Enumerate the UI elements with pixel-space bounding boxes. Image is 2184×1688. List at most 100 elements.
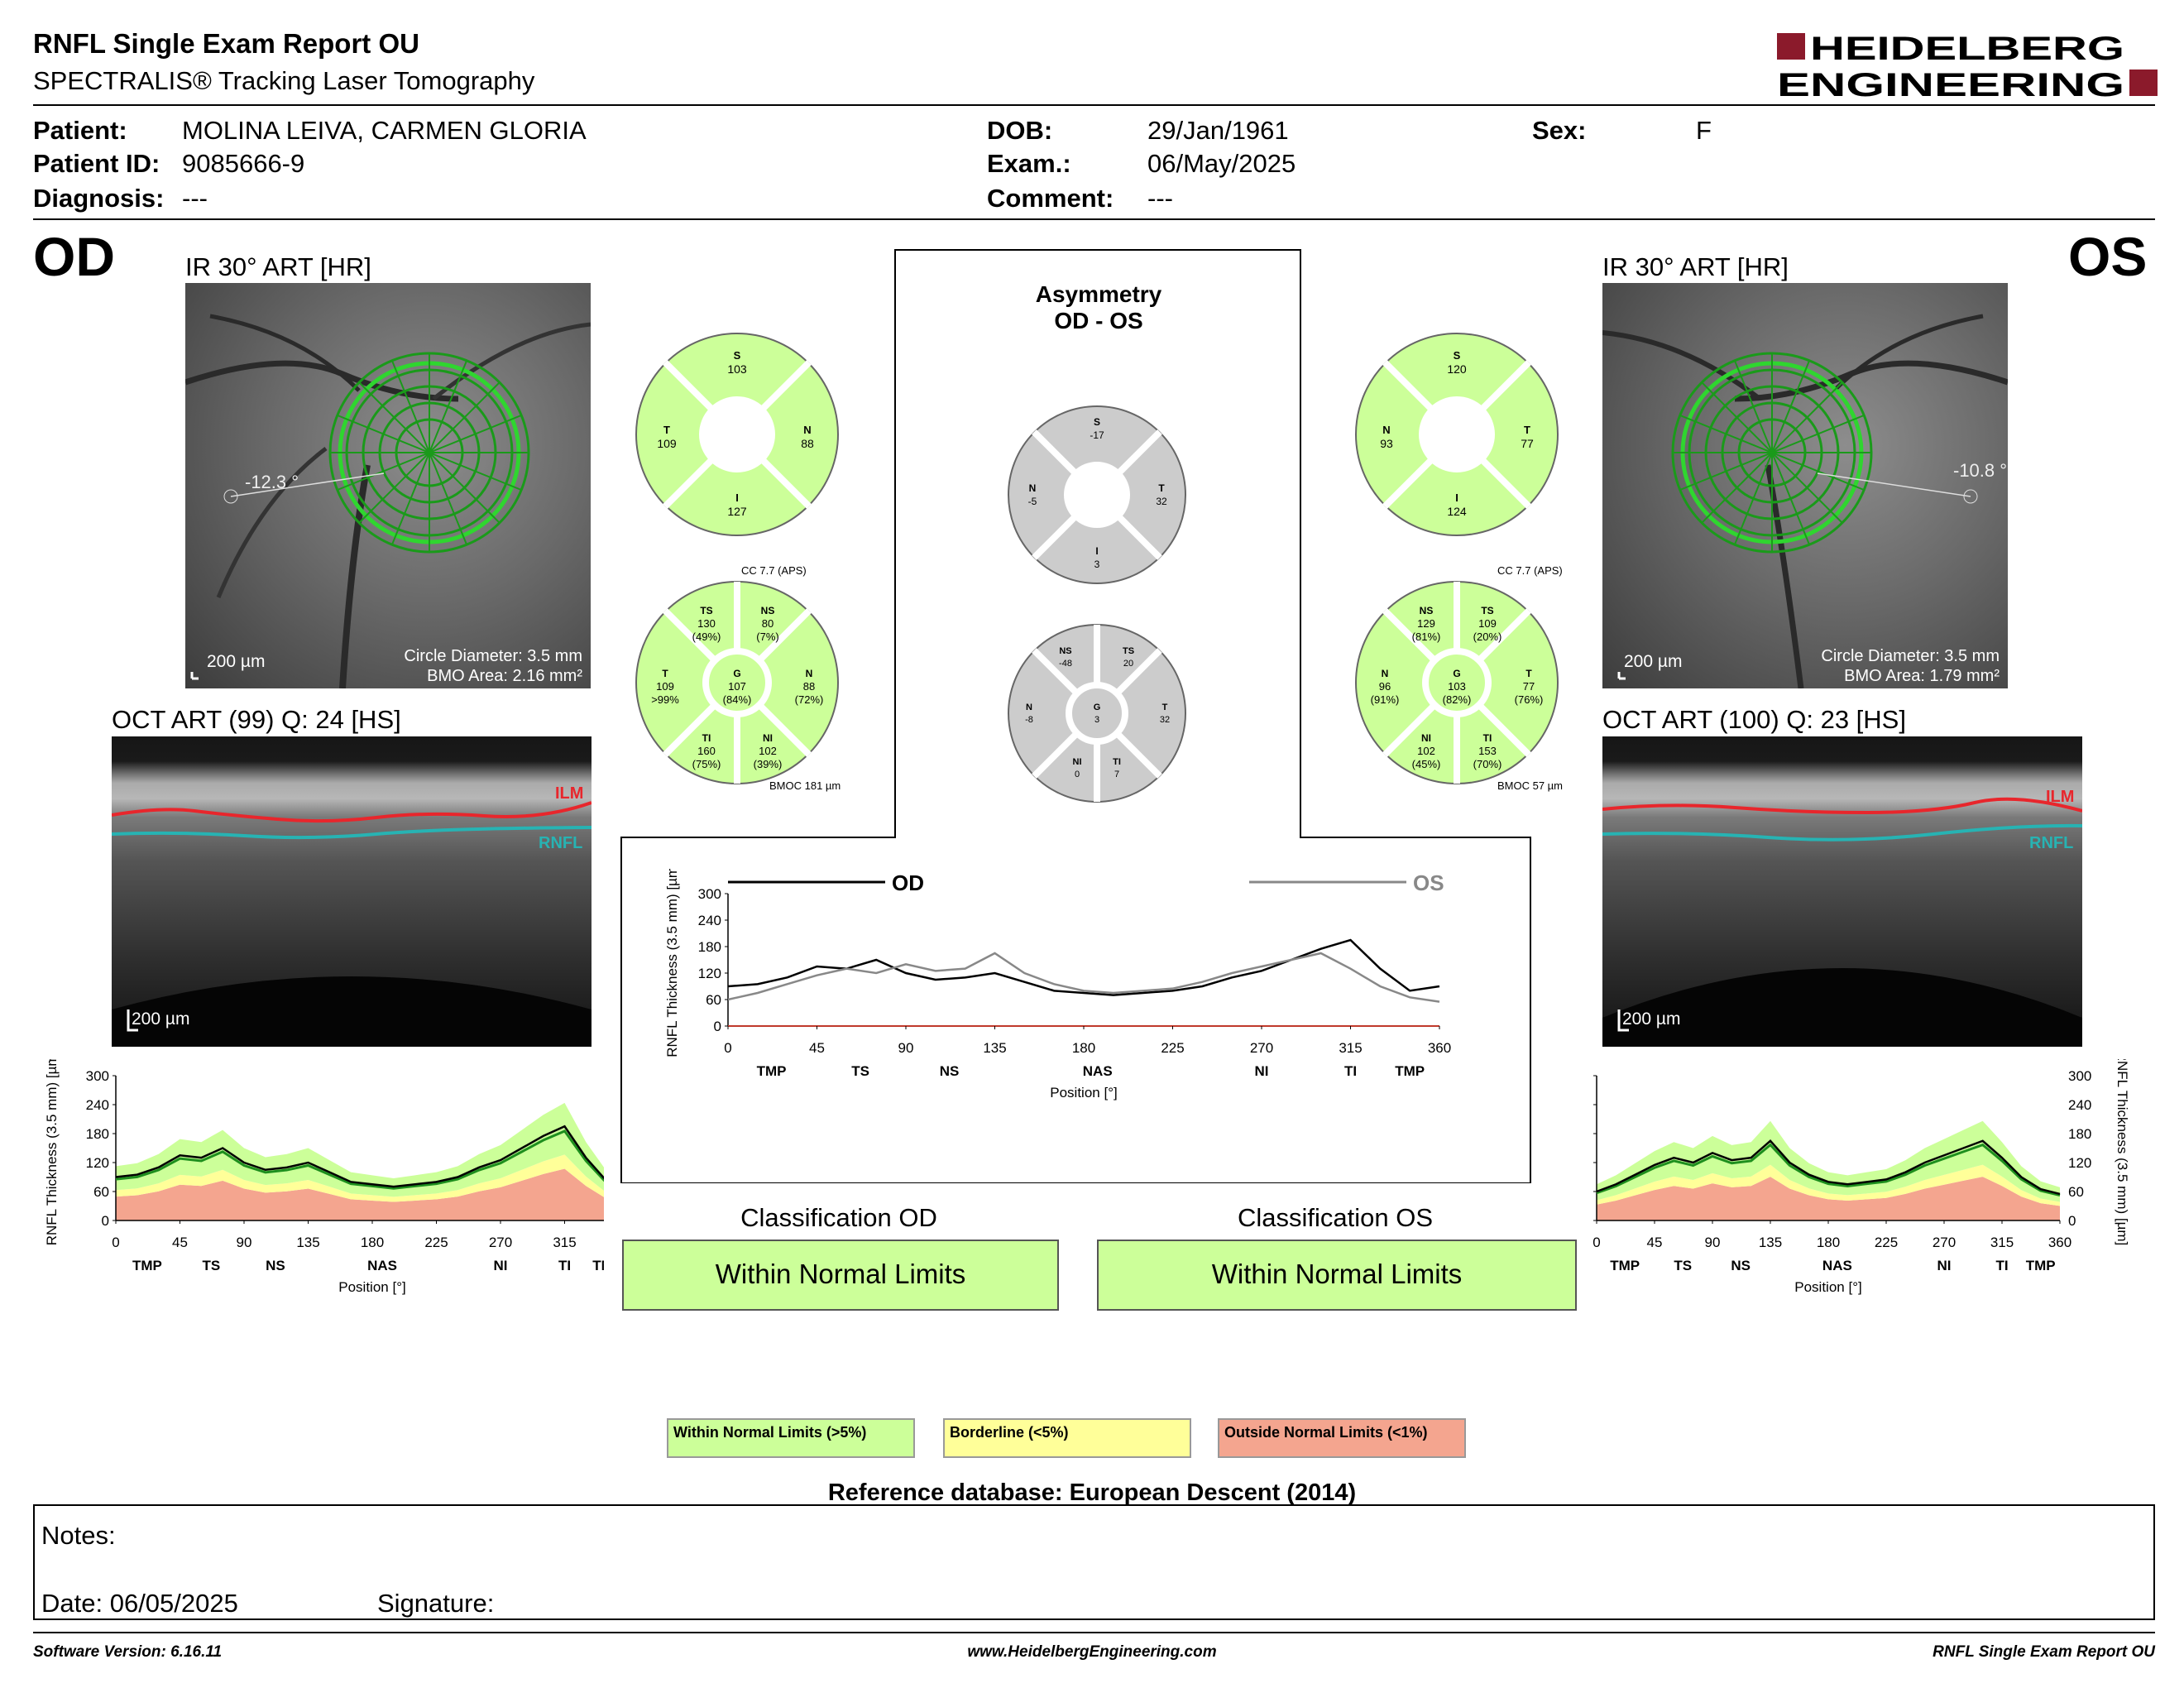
od-angle: -12.3 ° xyxy=(245,472,299,492)
svg-text:TS: TS xyxy=(1123,646,1134,656)
svg-text:TI: TI xyxy=(1113,757,1121,767)
reference-database: Reference database: European Descent (20… xyxy=(827,1479,1357,1506)
asym-s-value: -17 xyxy=(1090,429,1104,441)
sector-label: TMP xyxy=(132,1258,162,1273)
x-tick-label: 360 xyxy=(1428,1040,1451,1056)
x-tick-label: 225 xyxy=(1875,1235,1898,1250)
sector-label: NS xyxy=(1731,1258,1751,1273)
sector-label: TS xyxy=(1674,1258,1692,1273)
os-sectors-key-TI: TI xyxy=(1483,732,1492,744)
os-sectors-value-TS: 109 xyxy=(1478,617,1497,630)
svg-text:N: N xyxy=(1026,703,1032,712)
os-sectors-pct-T: (76%) xyxy=(1515,693,1544,706)
asym-ns-value: -48 xyxy=(1059,659,1072,669)
od-n-value: 88 xyxy=(801,437,814,450)
os-oct-title: OCT ART (100) Q: 23 [HS] xyxy=(1602,705,1906,734)
od-oct-scale: 200 µm xyxy=(132,1009,190,1029)
x-tick-label: 135 xyxy=(1759,1235,1782,1250)
os-sectors-key-G: G xyxy=(1453,668,1460,679)
x-tick-label: 90 xyxy=(1705,1235,1721,1250)
od-sectors-pct-NI: (39%) xyxy=(754,758,783,770)
os-sectors-pct-NI: (45%) xyxy=(1412,758,1441,770)
os-eye-label: OS xyxy=(2068,226,2148,287)
os-s-value: 120 xyxy=(1447,362,1467,376)
svg-text:G: G xyxy=(1094,703,1101,712)
od-fundus-scale: 200 µm xyxy=(207,652,266,671)
os-n-value: 93 xyxy=(1380,437,1393,450)
x-axis-label: Position [°] xyxy=(1794,1279,1861,1295)
os-sectors-value-NS: 129 xyxy=(1417,617,1435,630)
asymmetry-title: Asymmetry OD - OS xyxy=(900,281,1297,334)
od-sectors-key-T: T xyxy=(662,668,668,679)
y-axis-label: RNFL Thickness (3.5 mm) [µm] xyxy=(2115,1059,2130,1245)
y-tick-label: 180 xyxy=(86,1126,109,1142)
od-sectors-key-NI: NI xyxy=(763,732,773,744)
asym-ts-value: 20 xyxy=(1123,659,1133,669)
asym-t-value: 32 xyxy=(1156,496,1167,507)
os-oct-scale: 200 µm xyxy=(1622,1009,1681,1029)
y-tick-label: 0 xyxy=(714,1019,721,1034)
od-t-value: 109 xyxy=(657,437,677,450)
svg-text:I: I xyxy=(1455,492,1458,504)
patient-id: 9085666-9 xyxy=(182,149,305,178)
x-tick-label: 180 xyxy=(361,1235,384,1250)
od-sectors-value-NI: 102 xyxy=(759,745,777,757)
svg-text:I: I xyxy=(1095,545,1098,557)
y-tick-label: 120 xyxy=(698,966,721,981)
y-tick-label: 120 xyxy=(2068,1155,2091,1171)
y-tick-label: 60 xyxy=(93,1184,109,1200)
date-label: Date: 06/05/2025 xyxy=(41,1589,238,1618)
os-ilm-label: ILM xyxy=(2046,788,2075,806)
asymmetry-title-1: Asymmetry xyxy=(1035,281,1162,307)
y-tick-label: 240 xyxy=(2068,1097,2091,1113)
classification-od: Within Normal Limits xyxy=(622,1240,1059,1311)
x-tick-label: 45 xyxy=(809,1040,825,1056)
os-cc: CC 7.7 (APS) xyxy=(1497,564,1563,577)
svg-text:S: S xyxy=(1454,349,1461,362)
normative-mean-line xyxy=(1596,1143,2061,1196)
svg-text:NI: NI xyxy=(1073,757,1082,767)
software-version: Software Version: 6.16.11 xyxy=(33,1643,223,1661)
onl-band xyxy=(1597,1177,2060,1220)
od-ir-title: IR 30° ART [HR] xyxy=(185,252,371,281)
os-circle-diameter: Circle Diameter: 3.5 mm xyxy=(1821,647,2000,665)
svg-text:N: N xyxy=(1029,482,1037,494)
y-tick-label: 300 xyxy=(86,1068,109,1084)
signature-label: Signature: xyxy=(377,1589,495,1618)
asym-quadrant-diagram: S -17 N -5 T 32 I 3 xyxy=(1008,405,1186,584)
od-bmoc: BMOC 181 µm xyxy=(769,779,841,792)
os-sectors-key-NS: NS xyxy=(1420,605,1434,616)
sector-label: NAS xyxy=(367,1258,397,1273)
sector-label: NS xyxy=(266,1258,285,1273)
footer-rule xyxy=(33,1632,2155,1633)
sector-label: NI xyxy=(1937,1258,1952,1273)
os-quadrant-diagram: S 120 N 93 T 77 I 124 xyxy=(1355,333,1559,536)
os-sectors-pct-TI: (70%) xyxy=(1473,758,1502,770)
sector-label: NAS xyxy=(1083,1063,1113,1079)
od-sectors-pct-T: >99% xyxy=(651,693,679,706)
wnl-band xyxy=(116,1102,604,1197)
classification-od-title: Classification OD xyxy=(740,1203,937,1232)
os-bmoc: BMOC 57 µm xyxy=(1497,779,1564,792)
os-i-value: 124 xyxy=(1447,505,1467,518)
os-ir-title: IR 30° ART [HR] xyxy=(1602,252,1789,281)
od-sectors-value-N: 88 xyxy=(803,680,815,693)
x-tick-label: 90 xyxy=(898,1040,914,1056)
legend-onl: Outside Normal Limits (<1%) xyxy=(1218,1418,1466,1458)
od-sectors-value-TS: 130 xyxy=(697,617,716,630)
x-tick-label: 0 xyxy=(112,1235,119,1250)
os-sectors-value-TI: 153 xyxy=(1478,745,1497,757)
sector-label: NS xyxy=(940,1063,960,1079)
x-tick-label: 270 xyxy=(1250,1040,1273,1056)
sex-value: F xyxy=(1696,116,1712,145)
os-oct-bscan: ILM RNFL 200 µm xyxy=(1602,736,2082,1047)
os-rnfl-profile-chart: 300 240 180 120 60 0 0 45 90 135 180 225 270 315 360 TM… xyxy=(1592,1059,2130,1295)
x-tick-label: 135 xyxy=(983,1040,1006,1056)
svg-text:T: T xyxy=(1162,703,1168,712)
sector-label: NAS xyxy=(1822,1258,1852,1273)
comment-label: Comment: xyxy=(987,184,1114,213)
svg-text:NS: NS xyxy=(1059,646,1071,656)
patient-rule xyxy=(33,218,2155,220)
od-sectors-key-NS: NS xyxy=(761,605,775,616)
dob-value: 29/Jan/1961 xyxy=(1147,116,1289,145)
